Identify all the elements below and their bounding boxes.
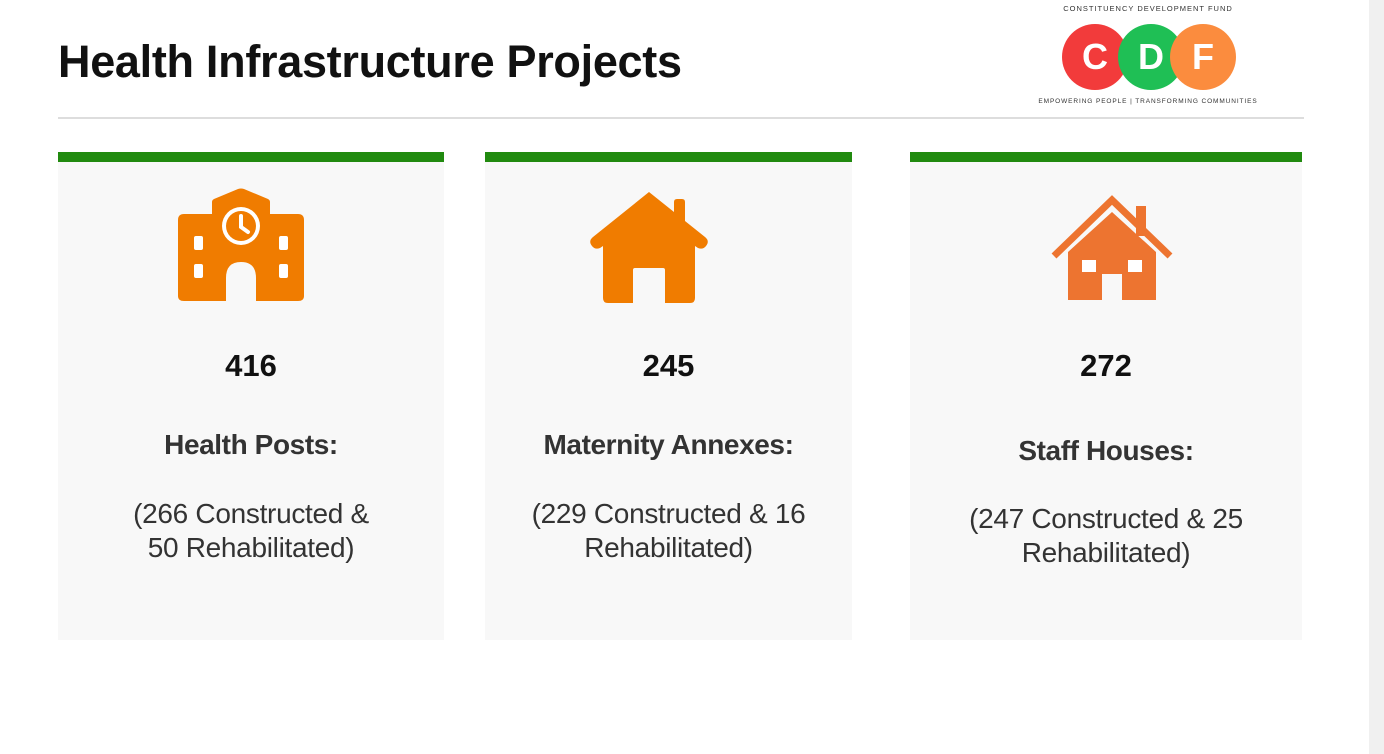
header-divider: [58, 117, 1304, 119]
maternity-annexes-detail-line2: Rehabilitated): [584, 532, 753, 563]
staff-houses-detail-line1: (247 Constructed & 25: [969, 503, 1243, 534]
school-building-icon: [178, 188, 304, 301]
house-outline-icon: [1051, 195, 1173, 300]
logo-tagline: EMPOWERING PEOPLE | TRANSFORMING COMMUNI…: [1038, 98, 1258, 105]
cdf-logo: CONSTITUENCY DEVELOPMENT FUND C D F EMPO…: [1030, 4, 1266, 112]
card-accent-bar: [58, 152, 444, 162]
logo-letter-c: C: [1062, 24, 1128, 90]
logo-letter-f: F: [1170, 24, 1236, 90]
maternity-annexes-label: Maternity Annexes:: [543, 429, 794, 460]
scrollbar[interactable]: [1369, 0, 1384, 754]
health-posts-detail-line1: (266 Constructed &: [133, 498, 369, 529]
card-accent-bar: [910, 152, 1302, 162]
staff-houses-label: Staff Houses:: [1018, 435, 1194, 466]
maternity-annexes-detail-line1: (229 Constructed & 16: [531, 498, 806, 529]
maternity-annexes-count: 245: [642, 348, 695, 383]
card-accent-bar: [485, 152, 852, 162]
health-posts-detail-line2: 50 Rehabilitated): [147, 532, 355, 563]
house-icon: [590, 192, 708, 303]
staff-houses-card: 272 Staff Houses: (247 Constructed & 25 …: [910, 152, 1302, 640]
staff-houses-detail-line2: Rehabilitated): [1021, 537, 1191, 568]
health-posts-label: Health Posts:: [164, 429, 338, 460]
page-title: Health Infrastructure Projects: [58, 36, 682, 87]
logo-top-text: CONSTITUENCY DEVELOPMENT FUND: [1063, 4, 1233, 13]
staff-houses-count: 272: [1080, 348, 1132, 383]
health-posts-count: 416: [225, 348, 277, 383]
maternity-annexes-card: 245 Maternity Annexes: (229 Constructed …: [485, 152, 852, 640]
health-posts-card: 416 Health Posts: (266 Constructed & 50 …: [58, 152, 444, 640]
